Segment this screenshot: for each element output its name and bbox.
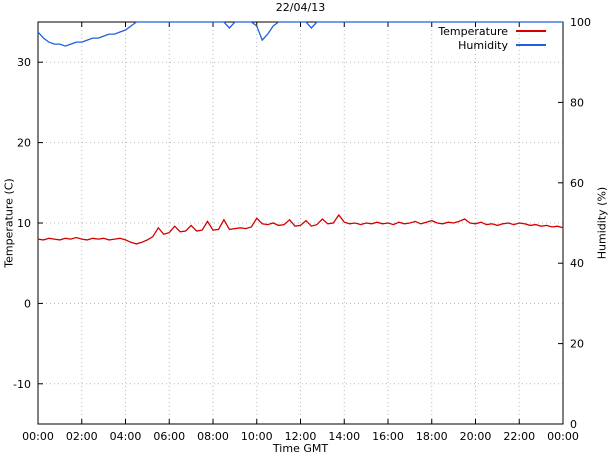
- x-tick-label: 00:00: [547, 430, 579, 443]
- x-tick-label: 12:00: [285, 430, 317, 443]
- x-tick-label: 04:00: [110, 430, 142, 443]
- temperature-line: [37, 213, 564, 245]
- y-right-tick-label: 40: [570, 257, 584, 270]
- x-tick-label: 06:00: [153, 430, 185, 443]
- y-left-tick-label: -10: [13, 378, 31, 391]
- y-left-tick-label: 20: [17, 137, 31, 150]
- x-tick-label: 20:00: [460, 430, 492, 443]
- legend-label-temperature: Temperature: [438, 24, 508, 38]
- x-tick-label: 08:00: [197, 430, 229, 443]
- y-right-tick-label: 100: [570, 16, 591, 29]
- legend-label-humidity: Humidity: [458, 38, 508, 52]
- y-right-tick-label: 20: [570, 338, 584, 351]
- y-left-tick-label: 30: [17, 56, 31, 69]
- x-tick-label: 16:00: [372, 430, 404, 443]
- humidity-line: [37, 21, 563, 47]
- x-tick-label: 02:00: [66, 430, 98, 443]
- legend: Temperature Humidity: [438, 24, 546, 52]
- x-tick-label: 10:00: [241, 430, 273, 443]
- x-axis-label: Time GMT: [272, 442, 329, 455]
- x-tick-label: 22:00: [503, 430, 535, 443]
- legend-line-sample-temperature: [516, 30, 546, 32]
- legend-line-sample-humidity: [516, 44, 546, 46]
- y-axis-label-left: Temperature (C): [2, 178, 16, 268]
- y-axis-label-right: Humidity (%): [595, 186, 609, 260]
- chart-title: 22/04/13: [275, 1, 326, 14]
- y-left-tick-label: 0: [24, 297, 31, 310]
- y-right-tick-label: 80: [570, 96, 584, 109]
- y-right-tick-label: 60: [570, 177, 584, 190]
- x-tick-label: 00:00: [22, 430, 54, 443]
- x-tick-label: 18:00: [416, 430, 448, 443]
- y-left-tick-label: 10: [17, 217, 31, 230]
- x-tick-label: 14:00: [328, 430, 360, 443]
- legend-item-temperature: Temperature: [438, 24, 546, 38]
- legend-item-humidity: Humidity: [438, 38, 546, 52]
- y-right-tick-label: 0: [570, 418, 577, 431]
